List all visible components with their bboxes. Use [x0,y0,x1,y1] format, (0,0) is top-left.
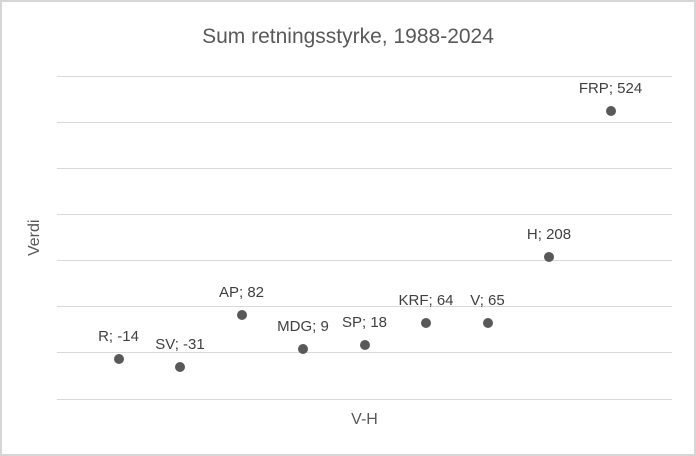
data-label-sv: SV; -31 [155,336,205,354]
data-point-v [482,317,493,328]
data-label-frp: FRP; 524 [578,80,643,98]
y-axis-title: Verdi [26,219,43,256]
gridline [57,213,672,215]
data-label-v: V; 65 [470,291,505,309]
data-point-h [544,251,554,262]
plot-area: R; -14 SV; -31 AP; 82 MDG; 9 SP; 18 KRF; 64 V;… [57,75,672,400]
data-point-sv [175,362,185,373]
data-label-r: R; -14 [98,328,139,346]
data-point-frp [605,106,616,117]
data-label-sp: SP; 18 [341,313,388,331]
gridline [57,75,672,77]
x-axis-title: V-H [351,411,378,428]
gridline [57,167,672,169]
chart-title: Sum retningsstyrke, 1988-2024 [202,25,494,48]
data-point-ap [236,310,247,321]
data-label-krf: KRF; 64 [398,292,454,310]
data-label-mdg: MDG; 9 [277,317,329,335]
gridline [57,121,672,123]
data-point-r [113,354,124,365]
gridline [57,260,672,262]
data-point-krf [421,318,431,329]
data-label-ap: AP; 82 [218,284,265,302]
data-point-mdg [298,343,308,354]
gridline [57,306,672,308]
data-point-sp [359,339,370,350]
gridline [57,398,672,400]
data-label-h: H; 208 [526,225,572,243]
gridline [57,352,672,354]
